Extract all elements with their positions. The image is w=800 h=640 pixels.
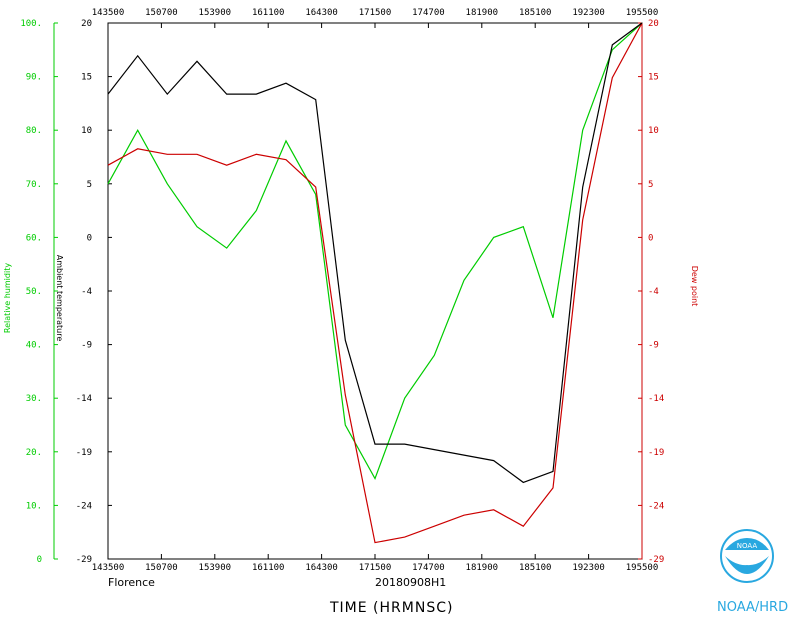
dew-point-label: Dew point [690, 266, 699, 307]
ambient-temperature-tick-label: 10 [81, 126, 92, 136]
noaa-emblem-bird [725, 538, 769, 550]
series-layer [107, 22, 643, 544]
relative-humidity-tick-label: 80. [26, 126, 42, 136]
ambient-temperature-tick-label: -29 [76, 555, 92, 565]
dew-point-tick-label: 10 [648, 126, 659, 136]
relative-humidity-tick-label: 40. [26, 341, 42, 351]
relative-humidity-tick-label: 70. [26, 180, 42, 190]
noaa-emblem-ring [720, 529, 774, 583]
ambient-temperature-tick-label: -9 [81, 341, 92, 351]
top-x-tick-label: 181900 [466, 8, 499, 18]
ambient-temperature-label: Ambient temperature [55, 255, 64, 342]
series-line-dew-point [107, 22, 643, 544]
relative-humidity-tick-label: 100. [20, 19, 42, 29]
bottom-x-tick-label: 171500 [359, 563, 392, 573]
x-axis-title: TIME (HRMNSC) [329, 600, 453, 616]
top-x-tick-label: 153900 [199, 8, 232, 18]
noaa-emblem-wave [725, 556, 769, 574]
relative-humidity-tick-label: 90. [26, 73, 42, 83]
dew-point-tick-label: -29 [648, 555, 664, 565]
ambient-temperature-tick-label: -4 [81, 287, 92, 297]
dew-point-tick-label: -24 [648, 501, 664, 511]
dew-point-tick-label: -14 [648, 394, 664, 404]
flight-id: 20180908H1 [375, 576, 446, 589]
dew-point-tick-label: -19 [648, 448, 664, 458]
ambient-temperature-axis: -29 -24 -19 -14 -9 -4 0 5 10 15 20 [76, 19, 112, 565]
dew-point-tick-label: 0 [648, 233, 653, 243]
bottom-x-tick-label: 143500 [92, 563, 125, 573]
bottom-x-tick-label: 181900 [466, 563, 499, 573]
ambient-temperature-tick-label: 15 [81, 73, 92, 83]
noaa-logo: NOAA NOAA/HRD [717, 529, 788, 615]
relative-humidity-tick-label: 60. [26, 233, 42, 243]
dew-point-tick-label: -9 [648, 341, 659, 351]
ambient-temperature-tick-label: 0 [87, 233, 92, 243]
relative-humidity-tick-label: 10. [26, 501, 42, 511]
top-x-tick-label: 164300 [305, 8, 338, 18]
ambient-temperature-tick-label: -24 [76, 501, 92, 511]
bottom-x-tick-label: 153900 [199, 563, 232, 573]
bottom-x-tick-label: 174700 [412, 563, 445, 573]
relative-humidity-tick-label: 20. [26, 448, 42, 458]
top-x-tick-label: 192300 [572, 8, 605, 18]
dew-point-tick-label: -4 [648, 287, 659, 297]
series-line-ambient-temperature [107, 22, 643, 484]
bottom-x-tick-label: 150700 [145, 563, 178, 573]
bottom-x-tick-label: 164300 [305, 563, 338, 573]
noaa-emblem-text: NOAA [737, 542, 758, 550]
relative-humidity-axis: 0 10. 20. 30. 40. 50. 60. 70. 80. 90. 100. [20, 19, 58, 565]
top-x-axis: 143500 150700 153900 161100 164300 171500 1747… [92, 8, 659, 28]
dew-point-tick-label: 15 [648, 73, 659, 83]
bottom-x-tick-label: 161100 [252, 563, 285, 573]
noaa-hrd-text: NOAA/HRD [717, 600, 788, 615]
ambient-temperature-tick-label: 5 [87, 180, 92, 190]
relative-humidity-tick-label: 0 [37, 555, 42, 565]
relative-humidity-tick-label: 50. [26, 287, 42, 297]
dew-point-axis: -29 -24 -19 -14 -9 -4 0 5 10 15 20 [638, 19, 664, 565]
dew-point-tick-label: 20 [648, 19, 659, 29]
bottom-x-axis: 143500 150700 153900 161100 164300 171500 1747… [92, 554, 659, 573]
top-x-tick-label: 171500 [359, 8, 392, 18]
ambient-temperature-tick-label: 20 [81, 19, 92, 29]
series-line-relative-humidity [107, 22, 643, 481]
bottom-x-tick-label: 185100 [519, 563, 552, 573]
top-x-tick-label: 143500 [92, 8, 125, 18]
bottom-x-tick-label: 192300 [572, 563, 605, 573]
top-x-tick-label: 161100 [252, 8, 285, 18]
bottom-x-tick-label: 195500 [626, 563, 659, 573]
top-x-tick-label: 150700 [145, 8, 178, 18]
ambient-temperature-tick-label: -14 [76, 394, 92, 404]
top-x-tick-label: 185100 [519, 8, 552, 18]
dew-point-tick-label: 5 [648, 180, 653, 190]
top-x-tick-label: 174700 [412, 8, 445, 18]
top-x-tick-label: 195500 [626, 8, 659, 18]
storm-name: Florence [108, 576, 155, 589]
relative-humidity-label: Relative humidity [3, 263, 12, 333]
relative-humidity-tick-label: 30. [26, 394, 42, 404]
ambient-temperature-tick-label: -19 [76, 448, 92, 458]
